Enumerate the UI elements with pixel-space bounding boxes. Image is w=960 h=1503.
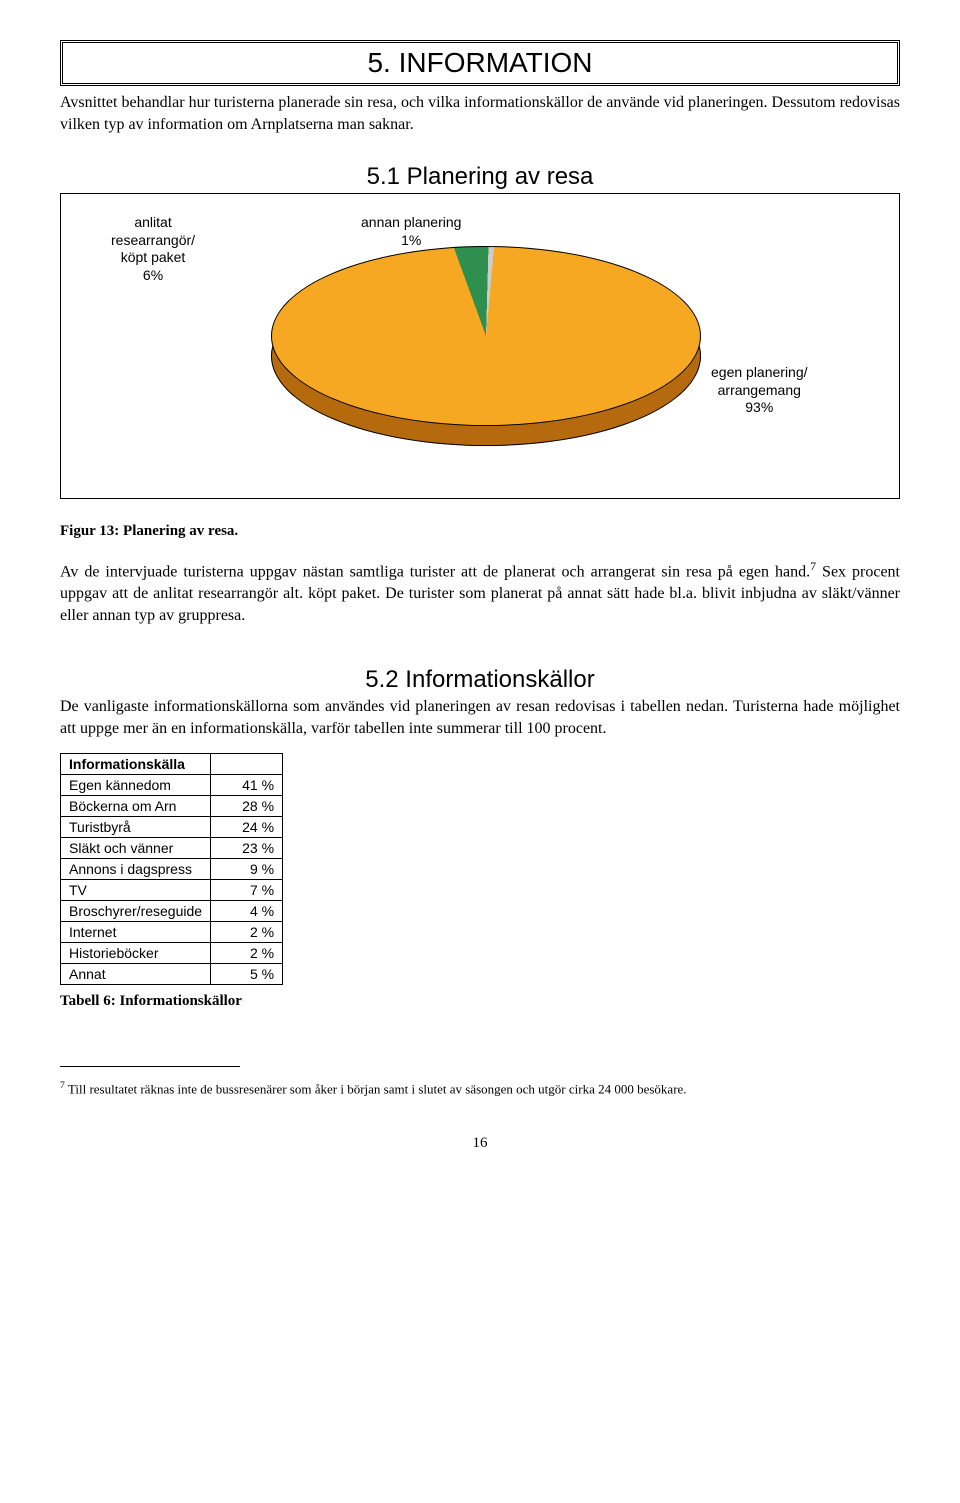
body1-pre: Av de intervjuade turisterna uppgav näst… bbox=[60, 564, 810, 581]
table-cell-label: Annat bbox=[61, 964, 211, 985]
table-row: Annat5 % bbox=[61, 964, 283, 985]
title-frame: 5. INFORMATION bbox=[60, 40, 900, 86]
info-table: Informationskälla Egen kännedom41 %Böcke… bbox=[60, 753, 283, 985]
table-cell-label: Egen kännedom bbox=[61, 775, 211, 796]
table-cell-value: 2 % bbox=[211, 922, 283, 943]
table-cell-label: Broschyrer/reseguide bbox=[61, 901, 211, 922]
table-header-empty bbox=[211, 754, 283, 775]
table-header-row: Informationskälla bbox=[61, 754, 283, 775]
section-5-1-heading: 5.1 Planering av resa bbox=[60, 163, 900, 191]
pie-chart: anlitatresearrangör/köpt paket6% annan p… bbox=[101, 216, 859, 476]
table-cell-label: TV bbox=[61, 880, 211, 901]
table-cell-value: 23 % bbox=[211, 838, 283, 859]
page-title: 5. INFORMATION bbox=[63, 47, 897, 79]
table-cell-label: Turistbyrå bbox=[61, 817, 211, 838]
table-row: TV7 % bbox=[61, 880, 283, 901]
table-row: Historieböcker2 % bbox=[61, 943, 283, 964]
body-paragraph-2: De vanligaste informationskällorna som a… bbox=[60, 696, 900, 739]
table-row: Böckerna om Arn28 % bbox=[61, 796, 283, 817]
table-row: Släkt och vänner23 % bbox=[61, 838, 283, 859]
table-cell-value: 9 % bbox=[211, 859, 283, 880]
table-cell-value: 28 % bbox=[211, 796, 283, 817]
table-cell-label: Internet bbox=[61, 922, 211, 943]
table-header: Informationskälla bbox=[61, 754, 211, 775]
pie-label-annan: annan planering1% bbox=[361, 214, 461, 249]
table-cell-value: 2 % bbox=[211, 943, 283, 964]
table-cell-label: Släkt och vänner bbox=[61, 838, 211, 859]
table-cell-value: 41 % bbox=[211, 775, 283, 796]
table-row: Annons i dagspress9 % bbox=[61, 859, 283, 880]
section-5-2-heading: 5.2 Informationskällor bbox=[60, 666, 900, 694]
table-cell-value: 7 % bbox=[211, 880, 283, 901]
intro-paragraph: Avsnittet behandlar hur turisterna plane… bbox=[60, 92, 900, 135]
table-cell-value: 24 % bbox=[211, 817, 283, 838]
footnote-text: Till resultatet räknas inte de bussresen… bbox=[65, 1082, 687, 1097]
table-row: Internet2 % bbox=[61, 922, 283, 943]
table-row: Turistbyrå24 % bbox=[61, 817, 283, 838]
body-paragraph-1: Av de intervjuade turisterna uppgav näst… bbox=[60, 558, 900, 626]
pie-body bbox=[271, 246, 701, 446]
table-cell-label: Annons i dagspress bbox=[61, 859, 211, 880]
footnote-separator bbox=[60, 1066, 240, 1067]
table-caption: Tabell 6: Informationskällor bbox=[60, 993, 900, 1010]
figure-caption: Figur 13: Planering av resa. bbox=[60, 523, 900, 540]
page-number: 16 bbox=[60, 1135, 900, 1152]
table-cell-label: Böckerna om Arn bbox=[61, 796, 211, 817]
chart-frame: anlitatresearrangör/köpt paket6% annan p… bbox=[60, 193, 900, 499]
table-cell-value: 5 % bbox=[211, 964, 283, 985]
table-row: Broschyrer/reseguide4 % bbox=[61, 901, 283, 922]
pie-label-anlitat: anlitatresearrangör/köpt paket6% bbox=[111, 214, 195, 284]
footnote: 7 Till resultatet räknas inte de bussres… bbox=[60, 1080, 900, 1098]
pie-label-egen: egen planering/arrangemang93% bbox=[711, 364, 808, 417]
table-row: Egen kännedom41 % bbox=[61, 775, 283, 796]
table-cell-label: Historieböcker bbox=[61, 943, 211, 964]
info-table-wrap: Informationskälla Egen kännedom41 %Böcke… bbox=[60, 753, 900, 1010]
table-cell-value: 4 % bbox=[211, 901, 283, 922]
